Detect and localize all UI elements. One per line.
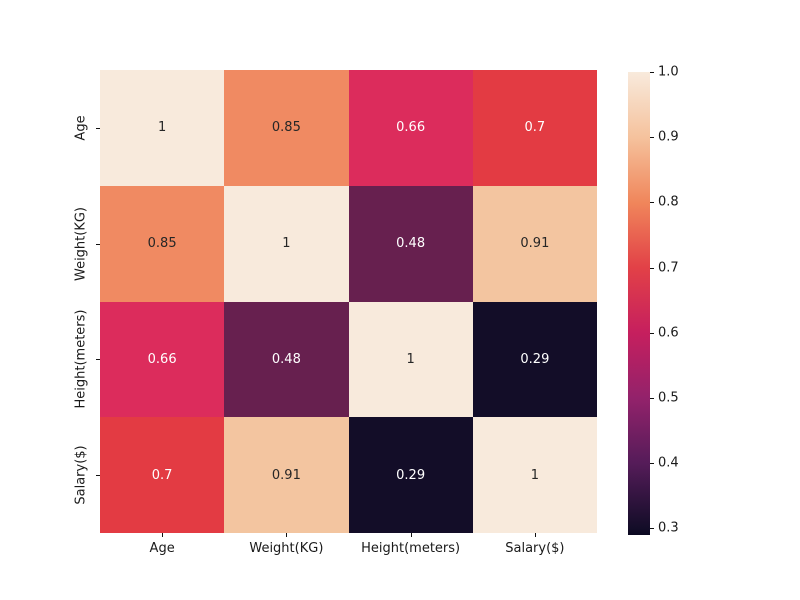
- heatmap-cell: 0.85: [224, 70, 349, 186]
- y-tick-label: Height(meters): [73, 309, 89, 409]
- colorbar-tick-mark: [650, 202, 654, 204]
- colorbar-tick-label: 0.3: [658, 520, 679, 536]
- colorbar-tick-mark: [650, 332, 654, 334]
- y-tick-mark: [96, 475, 100, 477]
- y-tick-label: Weight(KG): [73, 206, 89, 281]
- heatmap-cell: 0.91: [224, 417, 349, 533]
- colorbar-tick-label: 0.9: [658, 129, 679, 145]
- colorbar-tick-mark: [650, 72, 654, 73]
- x-tick-label: Height(meters): [361, 541, 461, 556]
- colorbar-tick-mark: [650, 528, 654, 530]
- heatmap-cell: 0.7: [100, 417, 225, 533]
- heatmap-cell: 0.66: [348, 70, 473, 186]
- x-tick-mark: [286, 533, 288, 537]
- colorbar-tick-label: 0.6: [658, 325, 679, 341]
- y-tick-mark: [96, 127, 100, 129]
- heatmap-cell: 0.91: [472, 185, 597, 302]
- heatmap-cell: 0.7: [472, 70, 597, 186]
- heatmap-cell: 1: [472, 417, 597, 533]
- x-tick-mark: [162, 533, 164, 537]
- colorbar-tick-mark: [650, 137, 654, 139]
- y-tick-label: Salary($): [73, 445, 89, 505]
- y-tick-mark: [96, 243, 100, 245]
- colorbar-tick-mark: [650, 267, 654, 269]
- x-tick-label: Salary($): [505, 541, 565, 556]
- colorbar-tick-label: 0.5: [658, 390, 679, 406]
- heatmap-cell: 0.48: [348, 185, 473, 302]
- colorbar-tick-mark: [650, 398, 654, 400]
- colorbar-tick-label: 0.8: [658, 194, 679, 210]
- heatmap-cell: 1: [100, 70, 225, 186]
- colorbar-tick-mark: [650, 463, 654, 465]
- x-tick-mark: [534, 533, 536, 537]
- y-tick-mark: [96, 359, 100, 361]
- x-tick-label: Age: [149, 541, 175, 556]
- colorbar: [628, 72, 650, 535]
- y-tick-label: Age: [73, 115, 89, 141]
- heatmap-cell: 0.29: [472, 301, 597, 418]
- heatmap: 1 0.85 0.66 0.7 0.85 1 0.48 0.91 0.66 0.48 1 0.29 0.…: [100, 70, 597, 533]
- heatmap-cell: 1: [224, 185, 349, 302]
- colorbar-tick-label: 0.7: [658, 260, 679, 276]
- heatmap-cell: 0.29: [348, 417, 473, 533]
- heatmap-cell: 1: [348, 301, 473, 418]
- colorbar-tick-label: 1.0: [658, 64, 679, 80]
- heatmap-cell: 0.48: [224, 301, 349, 418]
- heatmap-cell: 0.85: [100, 185, 225, 302]
- x-tick-label: Weight(KG): [249, 541, 324, 556]
- x-tick-mark: [410, 533, 412, 537]
- heatmap-cell: 0.66: [100, 301, 225, 418]
- colorbar-tick-label: 0.4: [658, 455, 679, 471]
